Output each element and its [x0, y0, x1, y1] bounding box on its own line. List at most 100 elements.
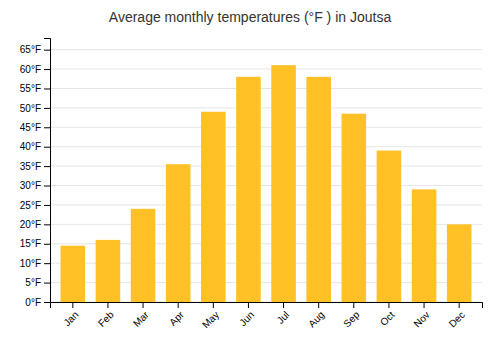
y-tick: 45°F [20, 122, 50, 133]
x-tick: Aug [306, 302, 326, 329]
x-tick-label: May [200, 309, 221, 330]
x-tick: Jan [61, 302, 80, 328]
plot: 0°F 5°F 10°F 15°F 20°F 25°F 30°F 35°F 40°F 45°F 50… [20, 39, 483, 331]
y-tick-label: 30°F [20, 180, 41, 191]
x-tick: Sep [341, 302, 362, 329]
grid-line [50, 185, 482, 186]
x-tick: Oct [378, 302, 397, 328]
chart: Average monthly temperatures (°F ) in Jo… [0, 0, 500, 350]
y-tick-label: 15°F [20, 238, 41, 249]
x-tick-mark [424, 302, 425, 308]
bar [377, 151, 402, 302]
y-tick: 55°F [20, 83, 50, 94]
y-tick: 60°F [20, 64, 50, 75]
y-tick-label: 10°F [20, 258, 41, 269]
bar [61, 246, 86, 302]
bar [131, 209, 156, 302]
grid [50, 50, 482, 302]
grid-line [50, 49, 482, 50]
x-tick-label: Sep [341, 309, 362, 330]
y-tick: 20°F [20, 219, 50, 230]
y-tick-label: 50°F [20, 103, 41, 114]
x-tick-mark [459, 302, 460, 308]
bar [271, 65, 296, 302]
y-tick: 65°F [20, 44, 50, 55]
x-tick-mark [248, 302, 249, 308]
x-tick: Mar [131, 302, 151, 329]
y-tick-mark [44, 224, 50, 225]
x-tick-mark [213, 302, 214, 308]
x-tick-label: Mar [131, 309, 151, 329]
bar [342, 114, 367, 302]
y-tick: 10°F [20, 258, 50, 269]
x-tick-mark [143, 302, 144, 308]
y-tick-label: 40°F [20, 141, 41, 152]
y-tick-label: 35°F [20, 161, 41, 172]
bar [447, 224, 472, 302]
x-tick-mark [318, 302, 319, 308]
bar [236, 77, 261, 302]
bar [96, 240, 121, 302]
x-tick: May [200, 302, 221, 330]
y-tick-mark [44, 244, 50, 245]
x-tick-label: Apr [167, 309, 186, 328]
bar [166, 164, 191, 302]
grid-line [50, 69, 482, 70]
x-tick: Apr [167, 302, 186, 328]
y-tick-mark [44, 108, 50, 109]
y-tick: 25°F [20, 200, 50, 211]
bars [61, 65, 472, 302]
x-tick: Jul [275, 302, 292, 326]
grid-line [50, 166, 482, 167]
y-tick: 30°F [20, 180, 50, 191]
x-axis: Jan Feb Mar Apr May Jun Jul Aug Sep Oct Nov Dec [51, 302, 483, 330]
y-tick: 0°F [25, 297, 50, 308]
x-tick-label: Jul [275, 309, 292, 326]
y-tick-label: 55°F [20, 83, 41, 94]
grid-line [50, 146, 482, 147]
x-tick-mark [353, 302, 354, 308]
y-tick-label: 25°F [20, 200, 41, 211]
x-tick-mark [388, 302, 389, 308]
x-tick-label: Jan [61, 309, 80, 328]
y-tick-mark [44, 302, 50, 303]
y-tick: 5°F [25, 277, 50, 288]
x-axis-line [51, 303, 483, 309]
y-tick-label: 0°F [25, 297, 41, 308]
y-tick: 50°F [20, 103, 50, 114]
bar [306, 77, 331, 302]
y-tick-label: 65°F [20, 44, 41, 55]
x-tick-mark [178, 302, 179, 308]
x-tick: Nov [411, 302, 431, 329]
y-tick: 35°F [20, 161, 50, 172]
bar [201, 112, 226, 302]
x-tick-label: Nov [411, 309, 431, 329]
y-tick-label: 60°F [20, 64, 41, 75]
y-tick: 40°F [20, 141, 50, 152]
y-tick-mark [44, 186, 50, 187]
y-tick-label: 5°F [25, 277, 41, 288]
x-tick: Feb [96, 302, 116, 329]
x-tick-mark [283, 302, 284, 308]
y-tick-mark [44, 69, 50, 70]
grid-line [50, 107, 482, 108]
y-tick-mark [44, 147, 50, 148]
y-tick-mark [44, 166, 50, 167]
x-tick-mark [72, 302, 73, 308]
x-tick-label: Aug [306, 309, 326, 329]
y-axis: 0°F 5°F 10°F 15°F 20°F 25°F 30°F 35°F 40°F 45°F 50… [20, 39, 51, 308]
x-tick: Jun [237, 302, 256, 328]
x-tick-mark [107, 302, 108, 308]
grid-line [50, 127, 482, 128]
y-tick-mark [44, 88, 50, 89]
y-axis-line [44, 39, 51, 303]
y-tick-mark [44, 127, 50, 128]
y-tick-mark [44, 263, 50, 264]
title: Average monthly temperatures (°F ) in Jo… [109, 9, 392, 25]
x-tick-label: Dec [447, 309, 467, 329]
y-tick-mark [44, 50, 50, 51]
y-tick-label: 45°F [20, 122, 41, 133]
grid-line [50, 88, 482, 89]
y-tick-mark [44, 205, 50, 206]
y-tick: 15°F [20, 238, 50, 249]
